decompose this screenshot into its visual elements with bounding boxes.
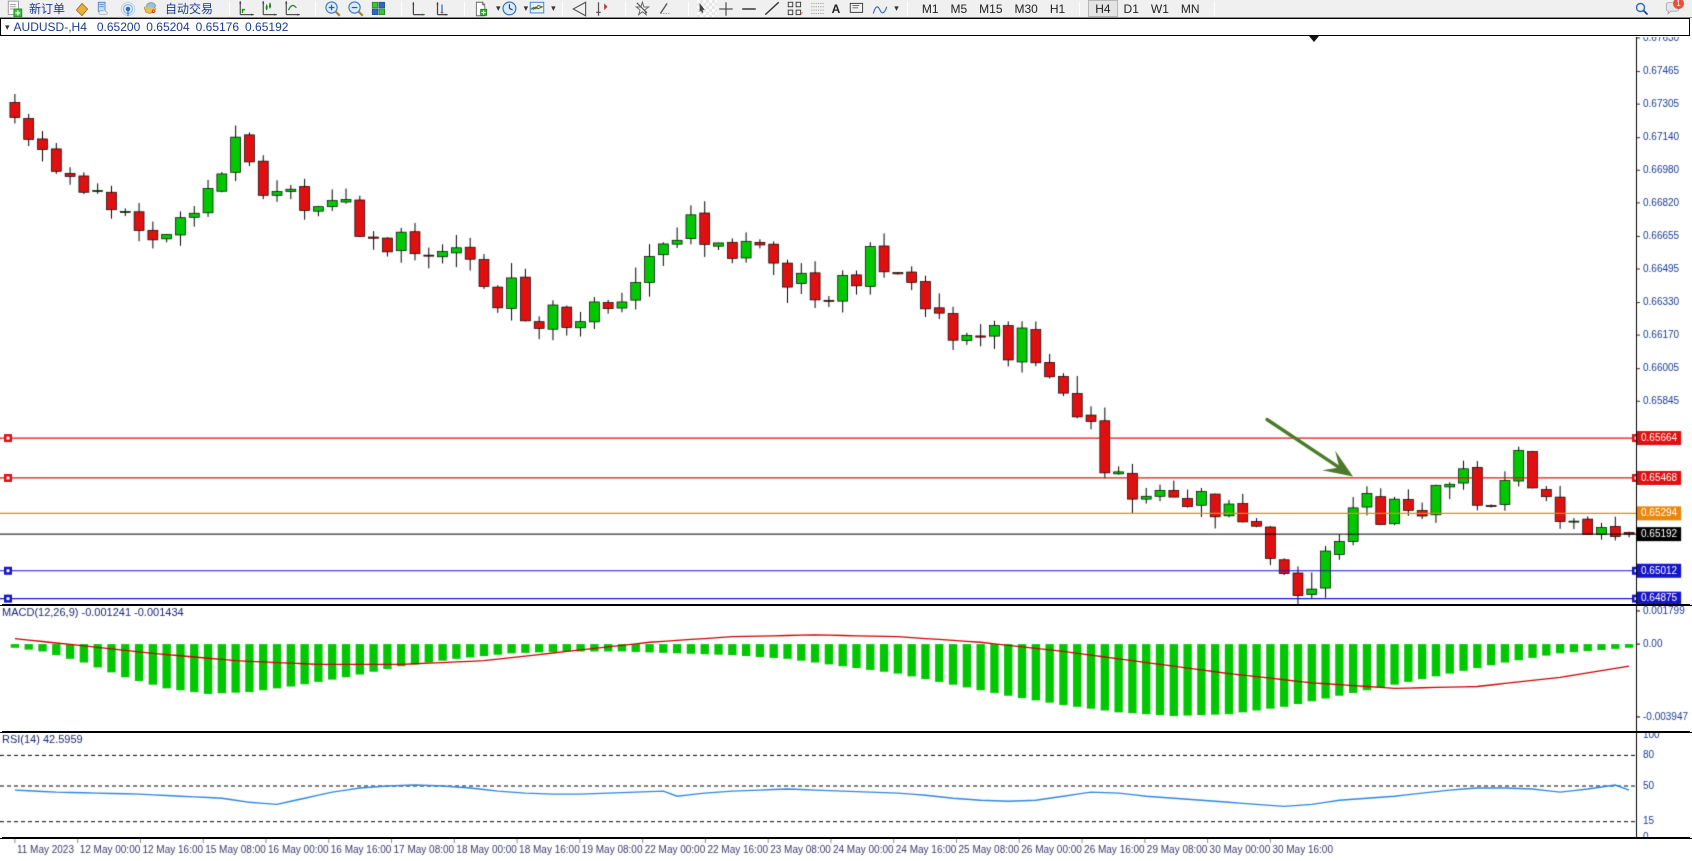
svg-text:F: F [800,11,803,16]
